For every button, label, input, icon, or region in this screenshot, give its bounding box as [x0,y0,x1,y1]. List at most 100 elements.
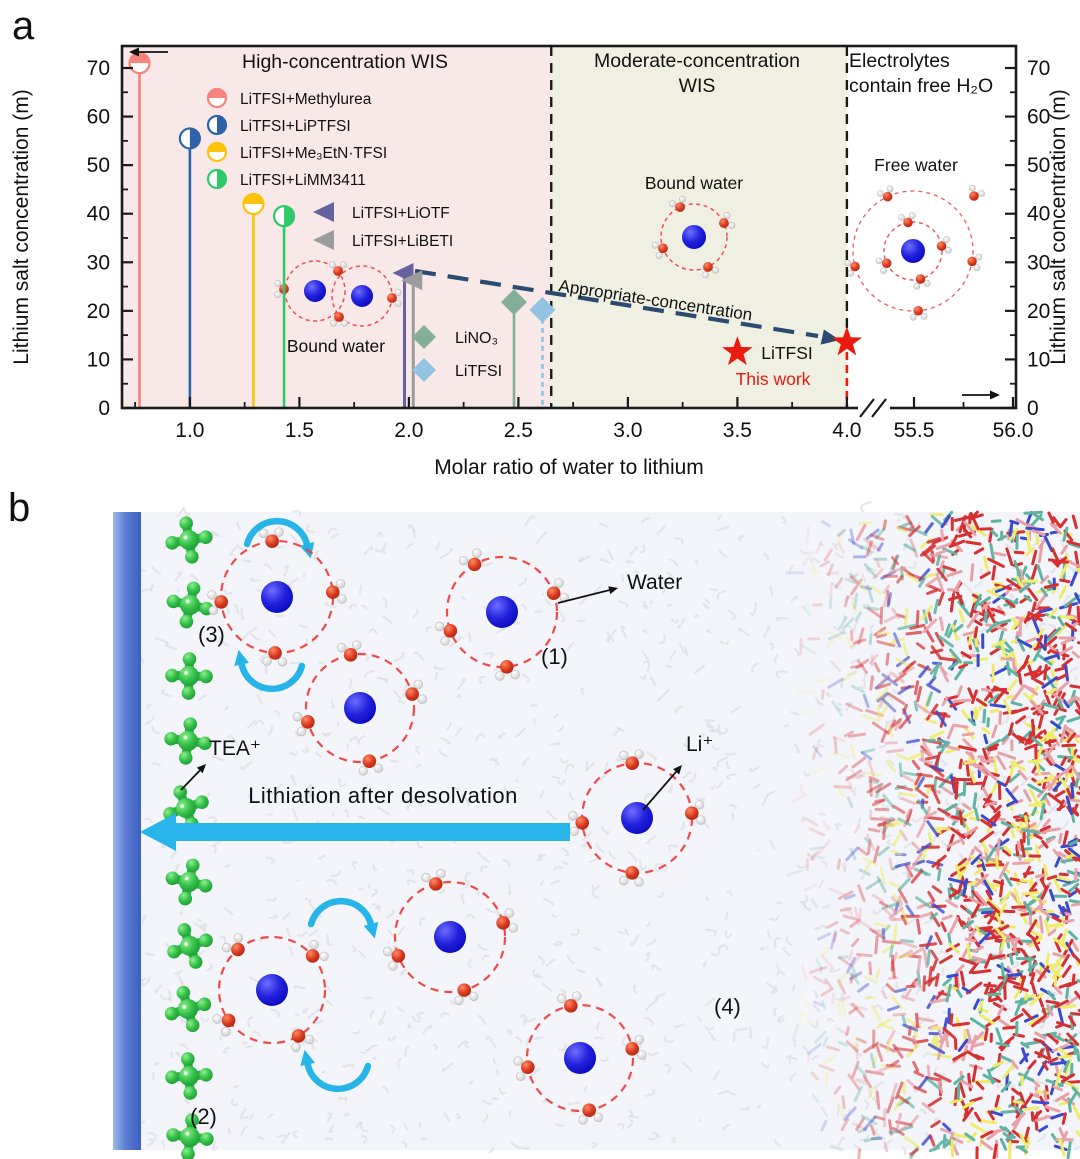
texture-squiggle [591,1142,598,1149]
md-stick [1005,599,1016,608]
y-tick-label-right: 50 [1027,154,1050,177]
texture-squiggle [363,669,375,679]
md-stick [920,604,933,621]
oxygen-atom [231,942,245,957]
tea-highlight [183,1071,188,1076]
md-stick [867,1086,875,1100]
md-stick [903,543,917,552]
texture-squiggle [419,917,426,927]
texture-squiggle [362,650,370,662]
right-axis-indicator-head [990,390,1000,400]
texture-squiggle [368,628,379,635]
md-stick [812,975,827,985]
md-stick [870,1124,876,1136]
hydrogen-atom [908,212,916,219]
texture-squiggle [1074,1145,1080,1151]
appropriate-arrow-head [820,329,840,345]
texture-squiggle [273,709,280,717]
tea-ion-label: TEA⁺ [209,737,261,760]
texture-squiggle [793,742,801,754]
md-stick [791,793,808,804]
md-stick [1015,517,1034,530]
md-stick [881,697,897,713]
md-stick [896,574,904,584]
hydrogen-atom [578,1115,588,1125]
texture-squiggle [298,622,308,630]
md-stick [1047,990,1056,1001]
texture-squiggle [236,543,244,551]
texture-squiggle [600,825,610,835]
texture-squiggle [146,703,153,710]
md-stick [1062,830,1069,847]
md-stick [855,1037,867,1044]
hydrogen-atom [207,590,217,600]
texture-squiggle [464,879,471,890]
md-stick [1056,624,1067,636]
md-stick [968,896,984,907]
md-stick [992,581,1004,586]
texture-squiggle [247,788,254,798]
md-stick [1058,645,1074,656]
md-stick [857,627,865,645]
texture-squiggle [944,798,954,808]
md-stick [980,840,989,854]
md-stick [995,1027,1003,1043]
texture-squiggle [492,1058,497,1066]
oxygen-atom [675,202,685,212]
texture-squiggle [199,923,208,933]
md-stick [821,1000,827,1011]
texture-squiggle [712,767,718,772]
tea-annotation-line [180,769,201,791]
water-label: Water [627,571,683,594]
texture-squiggle [411,608,419,619]
texture-squiggle [624,928,630,936]
md-stick [1039,878,1048,890]
texture-squiggle [834,551,844,559]
md-stick [991,687,1008,692]
texture-squiggle [361,604,368,610]
texture-squiggle [377,806,391,817]
texture-squiggle [382,1085,390,1094]
texture-squiggle [289,661,302,665]
md-stick [958,608,965,624]
texture-squiggle [615,758,628,765]
tea-arm-knob [173,785,187,799]
md-stick [1069,838,1080,846]
texture-squiggle [668,558,679,567]
md-stick [902,662,914,673]
md-stick [1009,760,1016,777]
water-molecule [702,262,720,279]
md-stick [940,514,951,529]
hydrogen-atom [569,826,580,836]
texture-squiggle [153,1061,160,1066]
md-stick [1018,1146,1028,1154]
md-stick [1043,534,1054,553]
li-ion [256,974,288,1006]
md-stick [1047,1057,1059,1064]
md-stick [945,986,958,991]
md-stick [823,548,833,562]
md-stick [964,826,979,837]
solvation-shell-circle [393,880,507,994]
md-stick [939,954,953,964]
texture-squiggle [1045,991,1057,1001]
marker-0-fill [129,53,150,64]
texture-squiggle [288,945,295,956]
md-stick [896,784,913,792]
md-stick [978,1013,995,1025]
md-stick [839,928,850,935]
texture-squiggle [513,618,521,625]
md-stick [853,1085,863,1102]
md-stick [885,652,890,666]
md-stick [1056,765,1073,779]
md-stick [983,611,988,622]
md-stick [926,691,933,707]
texture-squiggle [1072,564,1080,573]
texture-squiggle [233,603,240,615]
md-stick [1043,827,1061,833]
texture-squiggle [246,719,256,730]
texture-squiggle [541,592,545,597]
texture-squiggle [501,858,511,868]
hydrogen-atom [875,257,883,265]
texture-squiggle [282,564,290,577]
